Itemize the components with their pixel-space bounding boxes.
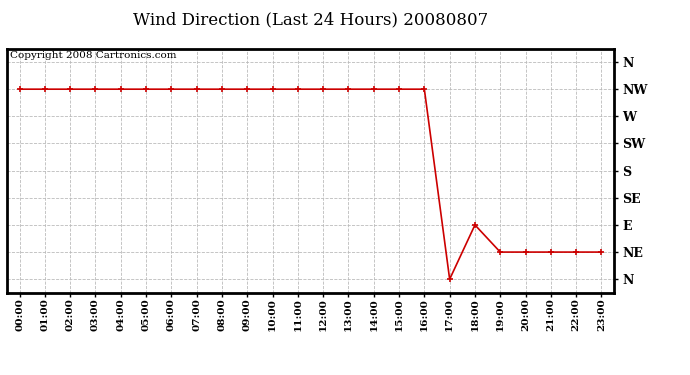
Text: Copyright 2008 Cartronics.com: Copyright 2008 Cartronics.com [10, 51, 177, 60]
Text: Wind Direction (Last 24 Hours) 20080807: Wind Direction (Last 24 Hours) 20080807 [133, 11, 488, 28]
